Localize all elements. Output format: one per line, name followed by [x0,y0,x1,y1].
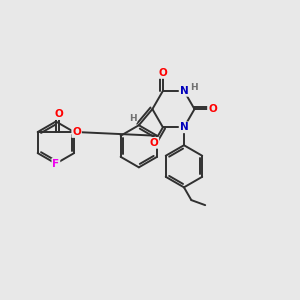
Text: O: O [150,138,158,148]
Text: O: O [158,68,167,78]
Text: F: F [52,159,59,169]
Text: N: N [180,122,188,132]
Text: O: O [208,104,217,114]
Text: O: O [72,127,81,137]
Text: N: N [180,86,188,96]
Text: O: O [54,109,63,119]
Text: H: H [129,114,136,123]
Text: H: H [190,83,198,92]
